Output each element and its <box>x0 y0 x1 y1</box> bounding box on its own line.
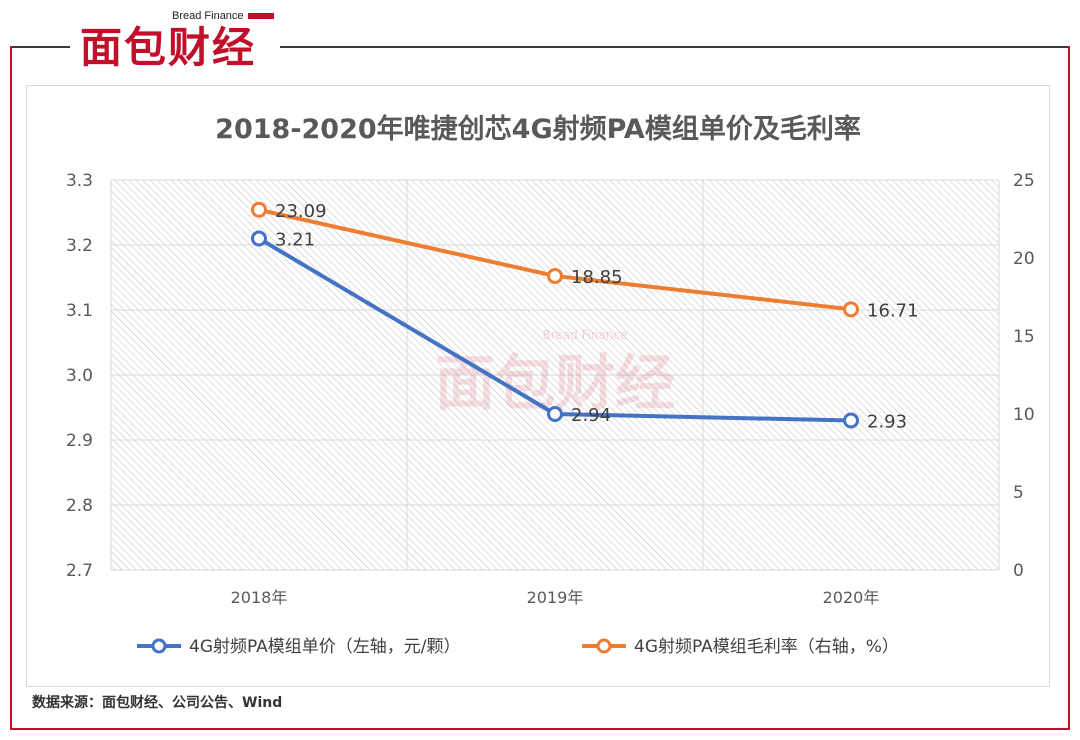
right-axis-tick-label: 20 <box>1013 249 1035 269</box>
right-axis-tick-label: 15 <box>1013 327 1035 347</box>
chart-panel: 2018-2020年唯捷创芯4G射频PA模组单价及毛利率 2.7 2.8 2.9 3.… <box>26 85 1050 687</box>
left-axis-tick-label: 3.3 <box>66 171 93 191</box>
left-axis-tick-label: 3.1 <box>66 301 93 321</box>
legend-swatch-marker <box>596 638 612 654</box>
frame-bottom-line <box>10 728 1070 730</box>
data-label-2: 23.09 <box>275 201 327 222</box>
chart-svg: 2018-2020年唯捷创芯4G射频PA模组单价及毛利率 2.7 2.8 2.9 3.… <box>66 113 1035 657</box>
left-axis-tick-label: 3.0 <box>66 366 93 386</box>
series-point-2 <box>547 267 563 284</box>
legend-entry: 4G射频PA模组毛利率（右轴，%） <box>634 637 899 657</box>
legend-entry: 4G射频PA模组单价（左轴，元/颗） <box>189 637 461 657</box>
brand-logo <box>70 8 280 78</box>
brand-logo-text: 面包财经 <box>80 23 257 72</box>
left-axis-tick-label: 2.8 <box>66 496 93 516</box>
watermark-sub: Bread Finance <box>543 328 628 342</box>
data-label-1: 2.94 <box>571 405 611 426</box>
series-point-1 <box>547 406 563 422</box>
series-point-1 <box>843 412 859 429</box>
series-point-2 <box>843 301 859 318</box>
x-axis-tick-label: 2019年 <box>527 588 584 607</box>
data-label-2: 18.85 <box>571 267 623 288</box>
frame-top-line <box>10 46 1068 48</box>
data-label-1: 2.93 <box>867 412 907 433</box>
chart-title: 2018-2020年唯捷创芯4G射频PA模组单价及毛利率 <box>215 113 861 145</box>
frame-right-line <box>1068 46 1070 730</box>
left-axis-tick-label: 3.2 <box>66 236 93 256</box>
x-axis-tick-label: 2018年 <box>231 588 288 607</box>
source-note: 数据来源：面包财经、公司公告、Wind <box>32 695 283 711</box>
right-axis-tick-label: 0 <box>1013 561 1024 581</box>
right-axis-tick-label: 5 <box>1013 483 1024 503</box>
legend-swatch-marker <box>151 638 167 654</box>
series-point-2 <box>251 201 267 218</box>
right-axis-tick-label: 25 <box>1013 171 1035 191</box>
data-label-2: 16.71 <box>867 300 919 321</box>
brand-logo-bar <box>248 13 274 19</box>
x-axis-tick-label: 2020年 <box>823 588 880 607</box>
left-axis-tick-label: 2.7 <box>66 561 93 581</box>
brand-logo-sub: Bread Finance <box>172 10 244 22</box>
frame-left-line <box>10 46 12 730</box>
series-point-1 <box>251 230 267 247</box>
left-axis-tick-label: 2.9 <box>66 431 93 451</box>
data-label-1: 3.21 <box>275 230 315 251</box>
right-axis-tick-label: 10 <box>1013 405 1035 425</box>
